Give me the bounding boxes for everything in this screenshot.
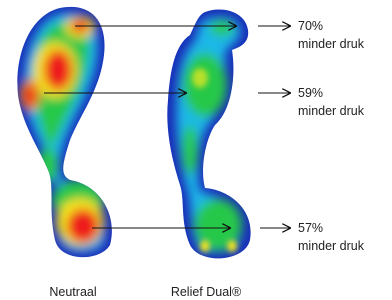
annotation-text: minder druk: [298, 239, 365, 253]
foot-neutraal: [0, 0, 140, 270]
page: 70% minder druk 59% minder druk 57% mind…: [0, 0, 392, 300]
foot-relief-dual: [150, 0, 270, 270]
foot-label: Relief Dual®: [171, 285, 242, 299]
annotation-value: 59%: [298, 86, 323, 100]
foot-label: Neutraal: [49, 285, 96, 299]
annotation-text: minder druk: [298, 104, 365, 118]
annotation-value: 70%: [298, 19, 323, 33]
annotation-value: 57%: [298, 221, 323, 235]
annotation-text: minder druk: [298, 37, 365, 51]
diagram: 70% minder druk 59% minder druk 57% mind…: [0, 0, 392, 300]
